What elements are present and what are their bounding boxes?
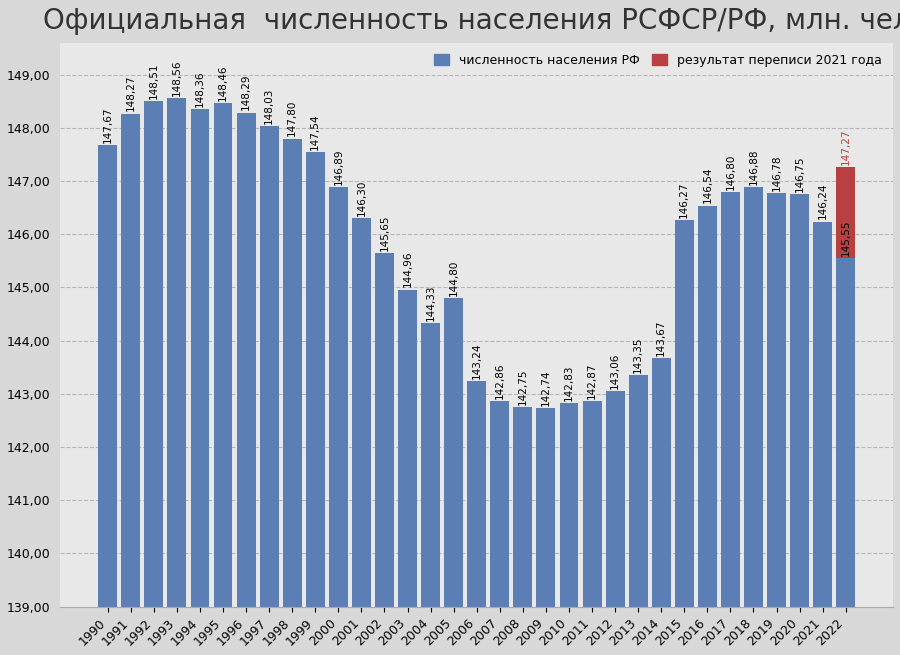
Text: 146,80: 146,80	[725, 153, 735, 190]
Text: 142,86: 142,86	[495, 363, 505, 399]
Bar	[98, 145, 117, 607]
Text: 147,67: 147,67	[103, 107, 112, 143]
Bar	[260, 126, 279, 607]
Text: 148,46: 148,46	[218, 65, 228, 102]
Bar	[167, 98, 186, 607]
Bar	[744, 187, 763, 607]
Bar	[582, 401, 601, 607]
Bar	[513, 407, 532, 607]
Text: 144,33: 144,33	[426, 284, 436, 321]
Bar	[398, 290, 417, 607]
Text: 144,80: 144,80	[449, 259, 459, 296]
Text: 143,24: 143,24	[472, 343, 482, 379]
Bar	[536, 407, 555, 607]
Text: 142,74: 142,74	[541, 369, 551, 405]
Text: 143,35: 143,35	[634, 337, 643, 373]
Text: 147,54: 147,54	[310, 114, 320, 150]
Text: 147,27: 147,27	[841, 128, 850, 164]
Bar	[237, 113, 256, 607]
Text: 146,89: 146,89	[333, 148, 344, 185]
Bar	[306, 153, 325, 607]
Bar	[283, 139, 302, 607]
Text: 146,30: 146,30	[356, 180, 366, 216]
Text: 148,29: 148,29	[241, 74, 251, 111]
Text: 143,06: 143,06	[610, 352, 620, 388]
Text: 143,67: 143,67	[656, 320, 666, 356]
Bar	[191, 109, 210, 607]
Bar	[560, 403, 579, 607]
Text: 142,83: 142,83	[564, 364, 574, 401]
Bar	[698, 206, 716, 607]
Bar	[814, 221, 832, 607]
Text: 148,36: 148,36	[195, 70, 205, 107]
Text: 142,75: 142,75	[518, 369, 528, 405]
Text: 142,87: 142,87	[587, 362, 597, 399]
Bar	[491, 402, 509, 607]
Text: 148,03: 148,03	[265, 88, 274, 124]
Bar	[629, 375, 648, 607]
Text: 146,27: 146,27	[680, 181, 689, 218]
Title: Официальная  численность населения РСФСР/РФ, млн. чел: Официальная численность населения РСФСР/…	[43, 7, 900, 35]
Text: 148,56: 148,56	[172, 60, 182, 96]
Bar	[375, 253, 394, 607]
Text: 145,55: 145,55	[841, 219, 850, 256]
Text: 146,75: 146,75	[795, 156, 805, 193]
Bar	[721, 192, 740, 607]
Legend: численность населения РФ, результат переписи 2021 года: численность населения РФ, результат пере…	[428, 49, 886, 72]
Bar	[467, 381, 486, 607]
Text: 146,54: 146,54	[702, 167, 713, 204]
Bar	[421, 323, 440, 607]
Text: 148,27: 148,27	[126, 75, 136, 111]
Bar	[122, 113, 140, 607]
Text: 145,65: 145,65	[380, 214, 390, 251]
Bar	[652, 358, 670, 607]
Bar	[606, 390, 625, 607]
Text: 146,24: 146,24	[818, 183, 828, 219]
Bar	[352, 218, 371, 607]
Bar	[328, 187, 347, 607]
Bar	[213, 103, 232, 607]
Text: 144,96: 144,96	[402, 251, 412, 288]
Bar	[836, 167, 855, 258]
Bar	[790, 195, 809, 607]
Bar	[675, 220, 694, 607]
Bar	[767, 193, 786, 607]
Text: 146,78: 146,78	[771, 154, 781, 191]
Text: 146,88: 146,88	[749, 149, 759, 185]
Bar	[836, 258, 855, 607]
Text: 147,80: 147,80	[287, 100, 297, 136]
Bar	[144, 101, 163, 607]
Bar	[445, 298, 464, 607]
Text: 148,51: 148,51	[148, 62, 158, 99]
